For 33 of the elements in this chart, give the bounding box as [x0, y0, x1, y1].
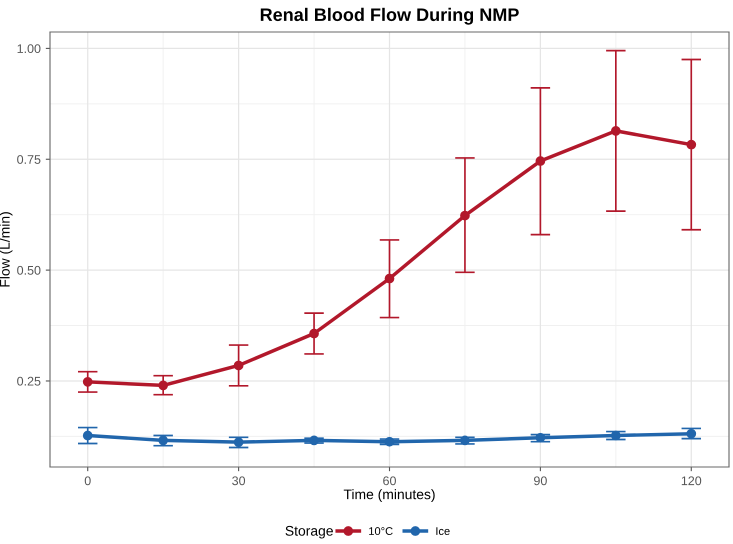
y-tick-label: 0.25 [17, 376, 40, 386]
point [610, 430, 621, 440]
point [536, 432, 546, 443]
x-tick-label: 90 [534, 476, 547, 486]
x-tick-label: 120 [682, 476, 702, 486]
y-axis-title: Flow (L/min) [0, 212, 12, 287]
x-tick-label: 30 [232, 476, 246, 486]
x-tick-label: 0 [84, 476, 91, 486]
legend-label: Ice [436, 527, 450, 536]
y-tick-label: 1.00 [18, 44, 40, 54]
legend-title: Storage [286, 526, 333, 539]
x-axis-title: Time (minutes) [344, 489, 435, 502]
point [536, 156, 546, 166]
legend-label: 10°C [369, 527, 393, 536]
point [309, 328, 319, 338]
chart-title: Renal Blood Flow During NMP [260, 8, 519, 25]
point [158, 380, 168, 390]
x-tick-label: 60 [383, 476, 396, 486]
point [309, 436, 319, 446]
point [384, 274, 394, 284]
point [82, 430, 93, 440]
point [610, 126, 621, 136]
point [234, 360, 244, 370]
point [384, 436, 394, 447]
point [460, 436, 470, 446]
point [234, 437, 244, 448]
y-tick-label: 0.75 [17, 155, 40, 164]
y-tick-label: 0.50 [17, 266, 40, 275]
point [686, 428, 696, 439]
point [158, 436, 168, 446]
point [686, 140, 696, 150]
point [460, 210, 470, 220]
point [82, 377, 93, 387]
